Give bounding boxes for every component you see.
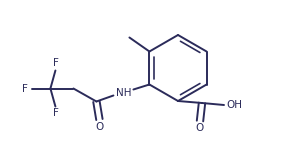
Text: NH: NH [116,87,131,98]
Text: OH: OH [226,100,242,110]
Text: O: O [95,122,104,132]
Text: F: F [22,84,28,93]
Text: F: F [53,109,59,119]
Text: O: O [196,123,204,133]
Text: F: F [53,58,59,69]
